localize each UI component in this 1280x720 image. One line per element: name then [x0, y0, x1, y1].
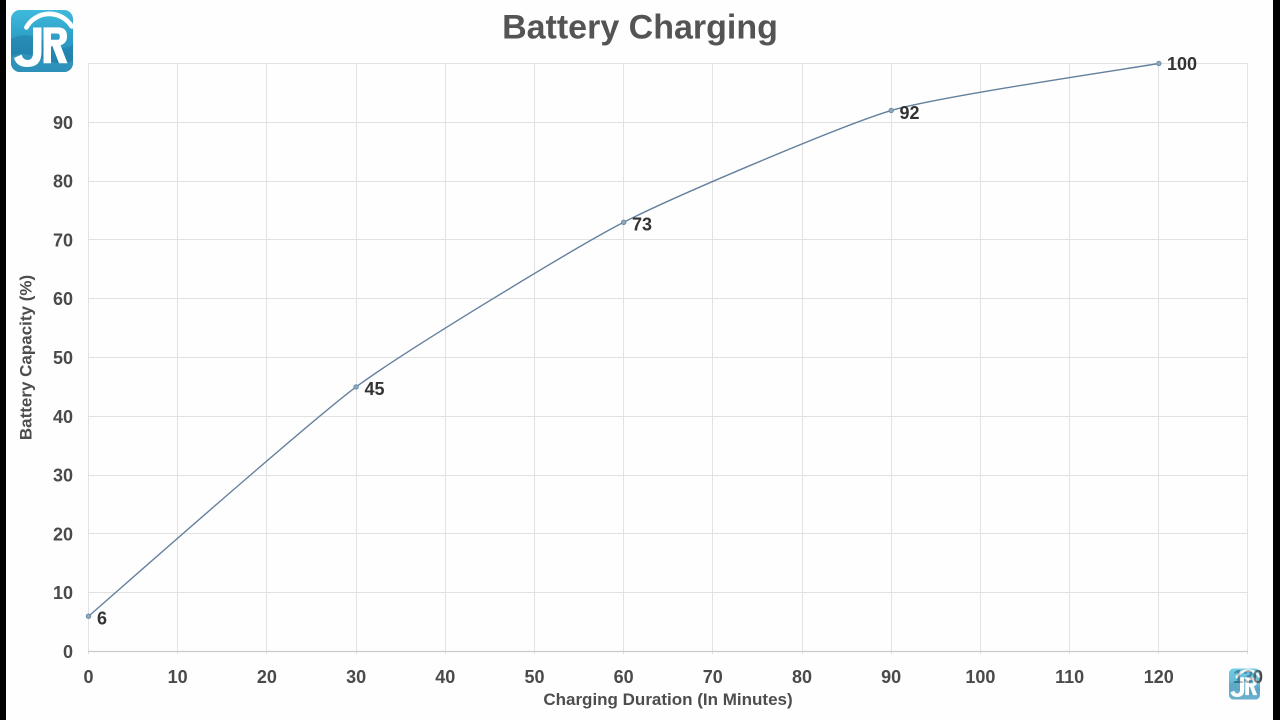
svg-text:70: 70 — [53, 230, 73, 250]
svg-text:40: 40 — [53, 407, 73, 427]
svg-text:30: 30 — [53, 466, 73, 486]
svg-text:10: 10 — [53, 583, 73, 603]
svg-text:0: 0 — [63, 642, 73, 662]
svg-text:90: 90 — [881, 667, 901, 687]
svg-text:50: 50 — [524, 667, 544, 687]
svg-text:0: 0 — [1253, 667, 1263, 687]
svg-text:110: 110 — [1055, 667, 1084, 687]
svg-text:60: 60 — [614, 667, 634, 687]
svg-text:10: 10 — [168, 667, 188, 687]
svg-text:Battery Capacity (%): Battery Capacity (%) — [17, 275, 36, 440]
svg-text:120: 120 — [1144, 667, 1174, 687]
svg-text:90: 90 — [53, 113, 73, 133]
svg-text:100: 100 — [1167, 54, 1197, 74]
svg-text:Charging Duration (In Minutes): Charging Duration (In Minutes) — [543, 690, 792, 709]
svg-text:50: 50 — [53, 348, 73, 368]
svg-text:20: 20 — [53, 524, 73, 544]
svg-text:100: 100 — [965, 667, 995, 687]
svg-text:80: 80 — [792, 667, 812, 687]
svg-text:92: 92 — [900, 103, 920, 123]
svg-text:Battery Charging: Battery Charging — [502, 9, 778, 47]
svg-text:0: 0 — [83, 667, 93, 687]
svg-text:45: 45 — [365, 379, 385, 399]
svg-text:20: 20 — [257, 667, 277, 687]
svg-text:70: 70 — [703, 667, 723, 687]
svg-text:40: 40 — [435, 667, 455, 687]
svg-text:73: 73 — [632, 215, 652, 235]
svg-text:13: 13 — [1234, 667, 1254, 687]
svg-text:60: 60 — [53, 289, 73, 309]
svg-text:6: 6 — [97, 609, 107, 629]
svg-text:80: 80 — [53, 172, 73, 192]
svg-text:30: 30 — [346, 667, 366, 687]
